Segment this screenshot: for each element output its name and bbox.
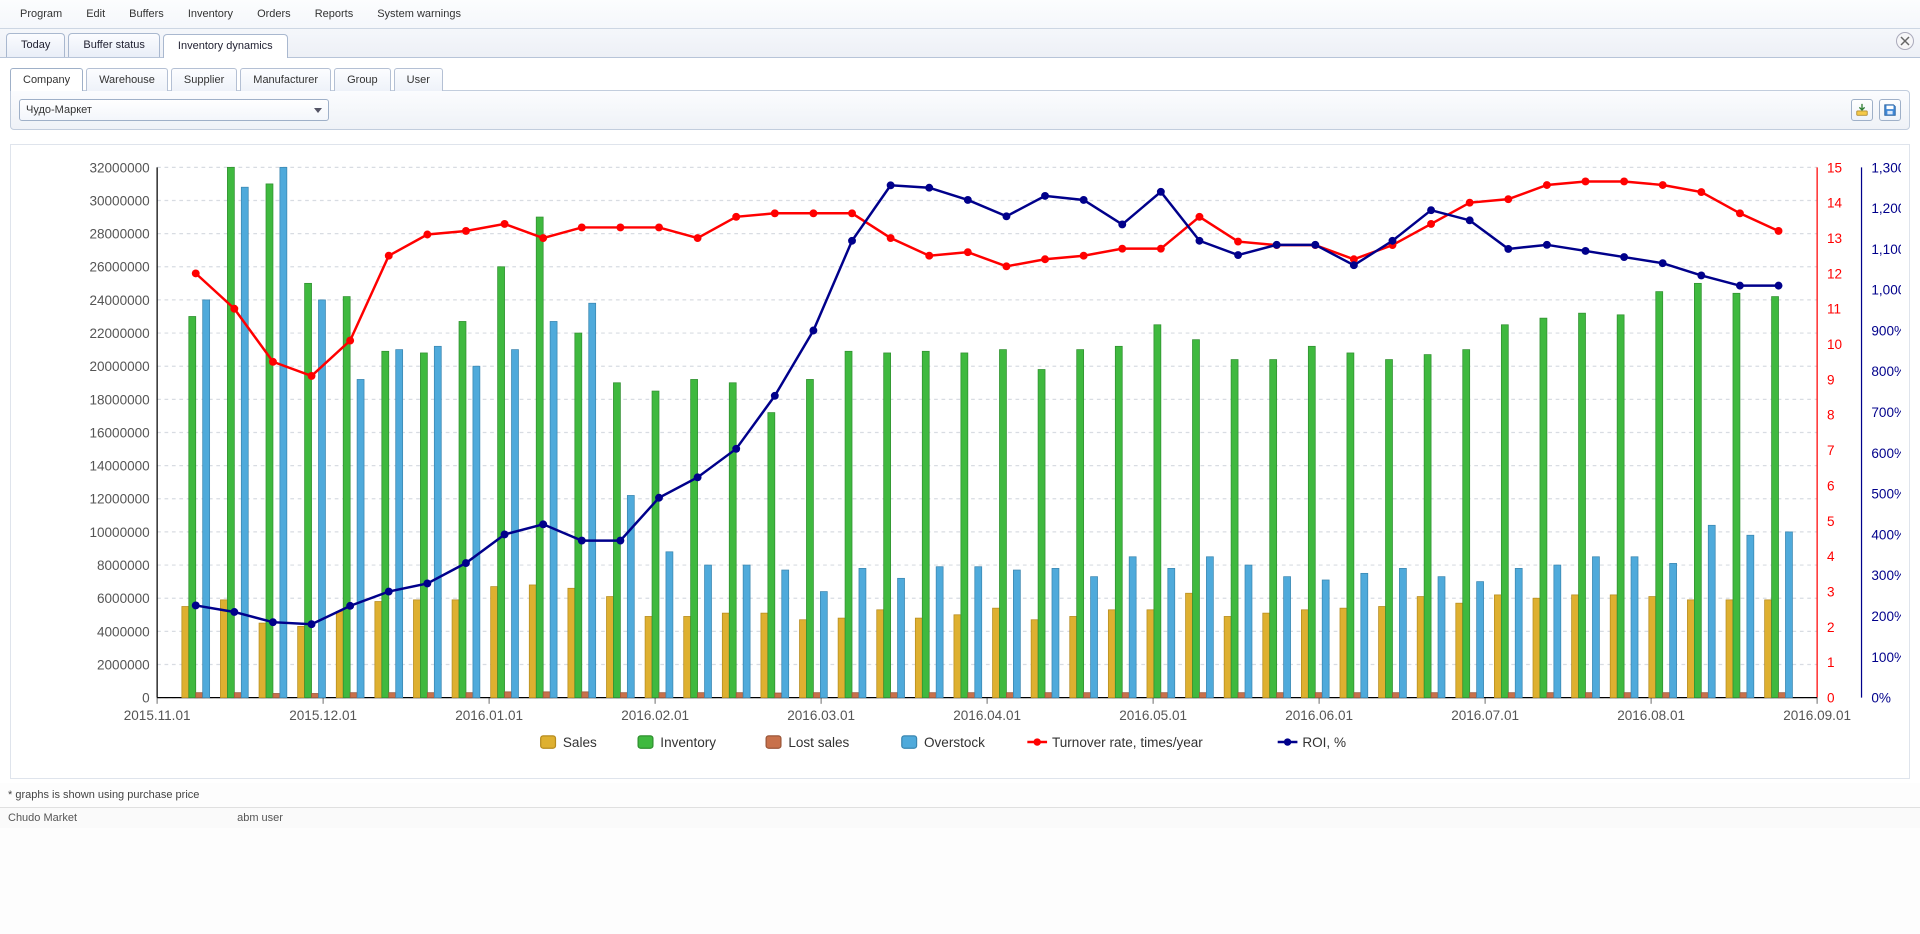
svg-text:10000000: 10000000: [89, 525, 149, 540]
menu-reports[interactable]: Reports: [303, 4, 366, 24]
filter-tab-group[interactable]: Group: [334, 68, 391, 91]
document-tabs: TodayBuffer statusInventory dynamics: [0, 29, 1920, 58]
svg-text:4000000: 4000000: [97, 624, 150, 639]
svg-text:Overstock: Overstock: [924, 735, 985, 750]
svg-text:8000000: 8000000: [97, 558, 150, 573]
svg-text:18000000: 18000000: [89, 392, 149, 407]
svg-text:ROI, %: ROI, %: [1302, 735, 1346, 750]
svg-text:28000000: 28000000: [89, 227, 149, 242]
svg-text:14000000: 14000000: [89, 459, 149, 474]
tab-inventory-dynamics[interactable]: Inventory dynamics: [163, 34, 288, 58]
svg-text:Lost sales: Lost sales: [788, 735, 849, 750]
svg-text:Sales: Sales: [563, 735, 597, 750]
filter-bar: Чудо-Маркет: [10, 90, 1910, 130]
svg-text:2016.06.01: 2016.06.01: [1285, 708, 1353, 723]
svg-text:2: 2: [1827, 620, 1835, 635]
tab-today[interactable]: Today: [6, 33, 65, 57]
filter-tabs: CompanyWarehouseSupplierManufacturerGrou…: [10, 68, 1910, 91]
svg-text:12: 12: [1827, 266, 1842, 281]
company-dropdown[interactable]: Чудо-Маркет: [19, 99, 329, 121]
company-dropdown-value: Чудо-Маркет: [26, 104, 92, 116]
svg-text:900%: 900%: [1871, 323, 1901, 338]
tab-buffer-status[interactable]: Buffer status: [68, 33, 160, 57]
toolbar-icons: [1851, 99, 1901, 121]
svg-text:14: 14: [1827, 196, 1843, 211]
svg-text:600%: 600%: [1871, 446, 1901, 461]
svg-text:0: 0: [1827, 691, 1835, 706]
statusbar: Chudo Market abm user: [0, 807, 1920, 828]
svg-text:6000000: 6000000: [97, 591, 150, 606]
svg-text:8: 8: [1827, 408, 1835, 423]
menu-edit[interactable]: Edit: [74, 4, 117, 24]
svg-text:3: 3: [1827, 585, 1835, 600]
save-button[interactable]: [1879, 99, 1901, 121]
svg-text:11: 11: [1827, 302, 1841, 317]
svg-text:2000000: 2000000: [97, 657, 150, 672]
close-icon[interactable]: [1896, 32, 1914, 50]
export-button[interactable]: [1851, 99, 1873, 121]
svg-text:24000000: 24000000: [89, 293, 149, 308]
chart-container: 0200000040000006000000800000010000000120…: [10, 144, 1910, 779]
svg-text:4: 4: [1827, 549, 1835, 564]
svg-text:Turnover rate, times/year: Turnover rate, times/year: [1052, 735, 1203, 750]
svg-text:2015.11.01: 2015.11.01: [124, 708, 191, 723]
svg-text:15: 15: [1827, 160, 1842, 175]
svg-text:26000000: 26000000: [89, 260, 149, 275]
svg-text:16000000: 16000000: [89, 425, 149, 440]
svg-text:500%: 500%: [1871, 487, 1901, 502]
svg-text:300%: 300%: [1871, 568, 1901, 583]
svg-text:2016.07.01: 2016.07.01: [1451, 708, 1519, 723]
svg-text:2015.12.01: 2015.12.01: [289, 708, 357, 723]
filter-tab-manufacturer[interactable]: Manufacturer: [240, 68, 331, 91]
svg-text:7: 7: [1827, 443, 1835, 458]
svg-text:1: 1: [1827, 655, 1835, 670]
svg-text:13: 13: [1827, 231, 1842, 246]
svg-text:700%: 700%: [1871, 405, 1901, 420]
svg-text:100%: 100%: [1871, 650, 1901, 665]
svg-text:400%: 400%: [1871, 527, 1901, 542]
menu-inventory[interactable]: Inventory: [176, 4, 245, 24]
filter-tab-warehouse[interactable]: Warehouse: [86, 68, 168, 91]
svg-text:9: 9: [1827, 372, 1835, 387]
main-menubar: ProgramEditBuffersInventoryOrdersReports…: [0, 0, 1920, 29]
status-company: Chudo Market: [8, 812, 77, 824]
svg-text:Inventory: Inventory: [660, 735, 716, 750]
status-user: abm user: [237, 812, 283, 824]
svg-text:6: 6: [1827, 478, 1835, 493]
menu-orders[interactable]: Orders: [245, 4, 303, 24]
inventory-dynamics-chart: 0200000040000006000000800000010000000120…: [19, 155, 1901, 772]
work-area: CompanyWarehouseSupplierManufacturerGrou…: [0, 58, 1920, 783]
svg-text:0%: 0%: [1871, 691, 1891, 706]
filter-tab-supplier[interactable]: Supplier: [171, 68, 237, 91]
filter-tab-company[interactable]: Company: [10, 68, 83, 91]
svg-text:2016.02.01: 2016.02.01: [621, 708, 689, 723]
svg-text:2016.04.01: 2016.04.01: [953, 708, 1021, 723]
svg-text:1,300%: 1,300%: [1871, 160, 1901, 175]
svg-text:1,100%: 1,100%: [1871, 242, 1901, 257]
svg-text:12000000: 12000000: [89, 492, 149, 507]
svg-text:32000000: 32000000: [89, 160, 149, 175]
menu-program[interactable]: Program: [8, 4, 74, 24]
svg-text:2016.03.01: 2016.03.01: [787, 708, 855, 723]
chevron-down-icon: [314, 108, 322, 113]
svg-text:0: 0: [142, 691, 150, 706]
svg-text:2016.05.01: 2016.05.01: [1119, 708, 1187, 723]
svg-text:22000000: 22000000: [89, 326, 149, 341]
svg-text:800%: 800%: [1871, 364, 1901, 379]
svg-text:30000000: 30000000: [89, 193, 149, 208]
svg-text:1,000%: 1,000%: [1871, 283, 1901, 298]
svg-text:200%: 200%: [1871, 609, 1901, 624]
svg-text:2016.09.01: 2016.09.01: [1783, 708, 1851, 723]
menu-system-warnings[interactable]: System warnings: [365, 4, 473, 24]
svg-text:20000000: 20000000: [89, 359, 149, 374]
svg-text:2016.01.01: 2016.01.01: [455, 708, 523, 723]
filter-tab-user[interactable]: User: [394, 68, 443, 91]
svg-text:5: 5: [1827, 514, 1835, 529]
menu-buffers[interactable]: Buffers: [117, 4, 176, 24]
svg-text:10: 10: [1827, 337, 1842, 352]
footnote: * graphs is shown using purchase price: [0, 783, 1920, 807]
svg-text:2016.08.01: 2016.08.01: [1617, 708, 1685, 723]
svg-text:1,200%: 1,200%: [1871, 201, 1901, 216]
